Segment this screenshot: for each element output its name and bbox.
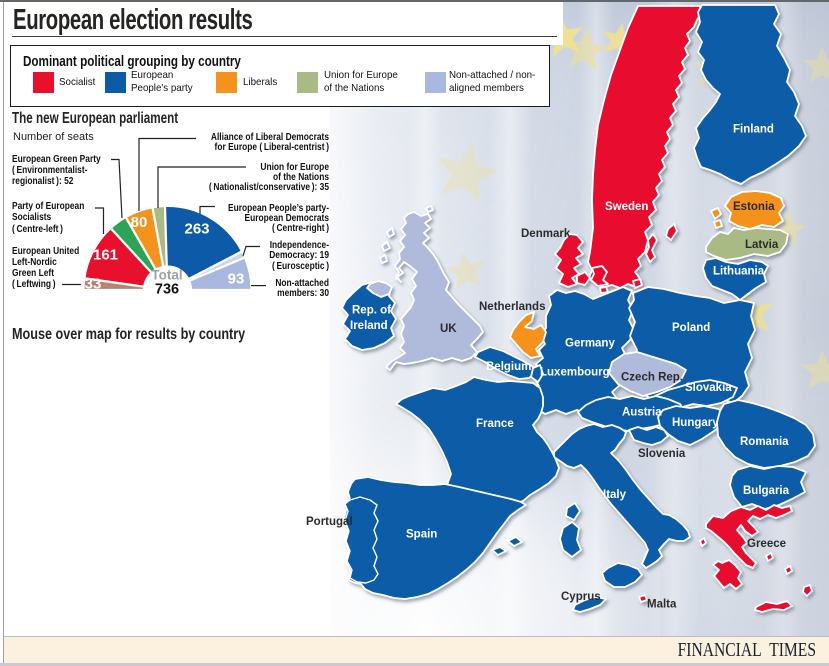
svg-text:UK: UK <box>440 323 457 335</box>
svg-text:Malta: Malta <box>647 599 677 611</box>
svg-text:Germany: Germany <box>565 338 615 350</box>
svg-text:93: 93 <box>228 271 245 288</box>
svg-text:Hungary: Hungary <box>672 417 719 429</box>
svg-text:Luxembourg: Luxembourg <box>540 367 610 379</box>
svg-text:33: 33 <box>85 276 102 293</box>
svg-text:Total: Total <box>151 268 182 283</box>
svg-text:80: 80 <box>131 214 148 231</box>
svg-text:Austria: Austria <box>622 407 662 419</box>
svg-text:Rep. of: Rep. of <box>352 305 391 317</box>
svg-text:Finland: Finland <box>733 124 774 136</box>
svg-text:Belgium: Belgium <box>486 361 531 373</box>
svg-text:Lithuania: Lithuania <box>713 266 765 278</box>
svg-text:Bulgaria: Bulgaria <box>743 485 790 497</box>
svg-text:Czech Rep.: Czech Rep. <box>621 372 683 384</box>
svg-text:Denmark: Denmark <box>521 228 571 240</box>
svg-text:736: 736 <box>155 282 179 298</box>
svg-text:Ireland: Ireland <box>350 320 388 332</box>
svg-text:263: 263 <box>184 221 209 238</box>
svg-text:Estonia: Estonia <box>733 201 775 213</box>
svg-text:Italy: Italy <box>603 489 627 501</box>
svg-text:Greece: Greece <box>747 538 786 550</box>
svg-text:Latvia: Latvia <box>745 239 779 251</box>
svg-text:Netherlands: Netherlands <box>479 301 545 313</box>
svg-text:161: 161 <box>93 247 118 264</box>
svg-text:France: France <box>476 418 514 430</box>
svg-text:Romania: Romania <box>740 436 789 448</box>
svg-text:Sweden: Sweden <box>605 201 648 213</box>
svg-text:Slovakia: Slovakia <box>685 382 732 394</box>
svg-text:Portugal: Portugal <box>306 516 353 528</box>
svg-text:Cyprus: Cyprus <box>561 591 601 603</box>
svg-text:Slovenia: Slovenia <box>638 448 686 460</box>
svg-text:Poland: Poland <box>672 322 710 334</box>
svg-text:Spain: Spain <box>406 529 437 541</box>
